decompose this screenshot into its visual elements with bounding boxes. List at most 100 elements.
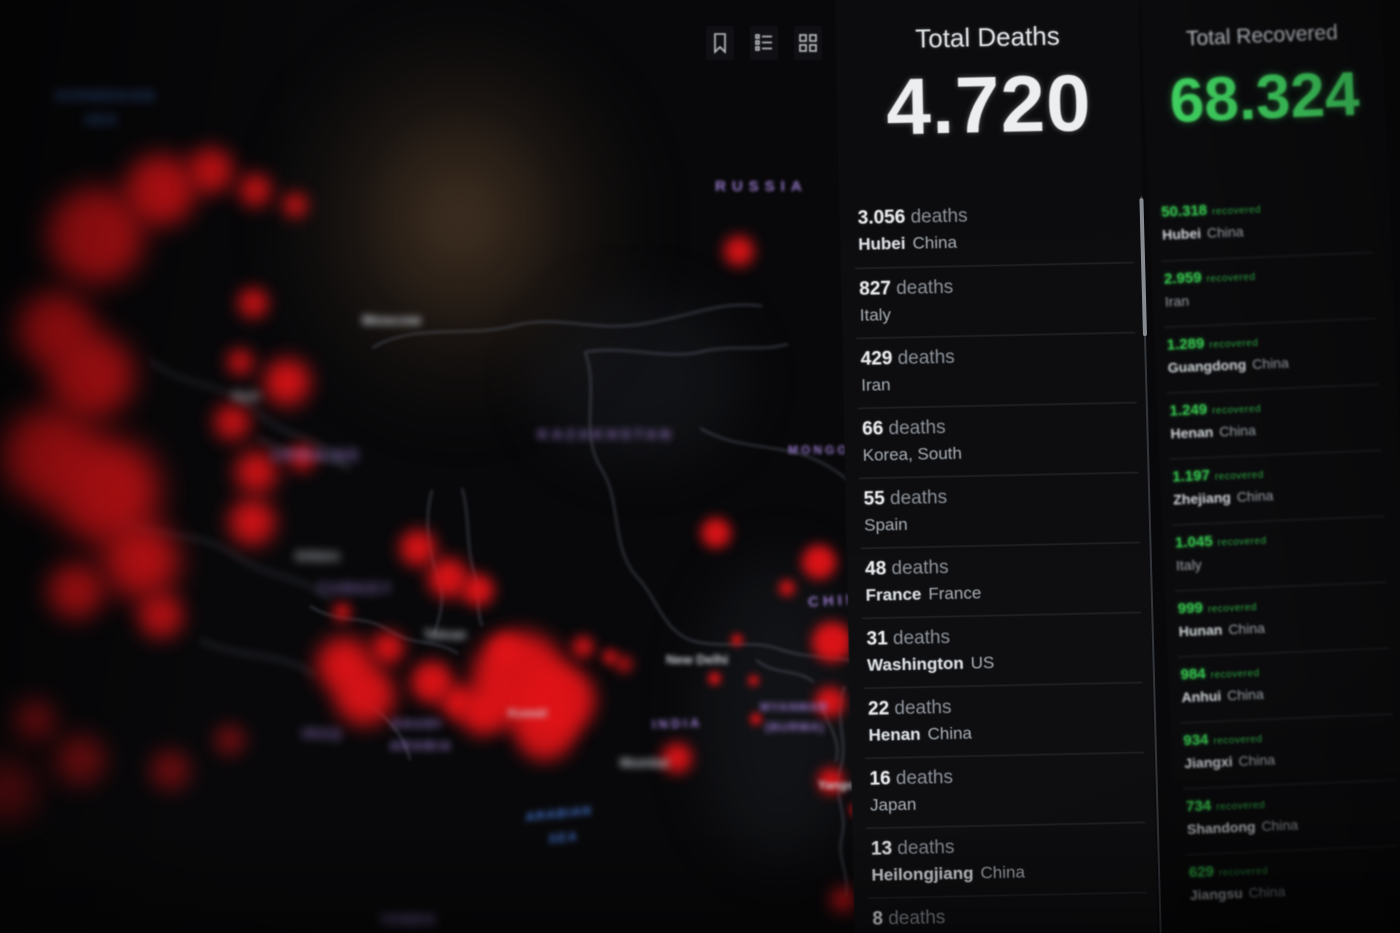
region-name: Jiangsu [1189,884,1244,904]
country-name: China [980,862,1026,883]
recovered-row[interactable]: 629 recovered Jiangsu China [1186,845,1400,921]
death-row[interactable]: 22 deaths Henan China [863,681,1144,758]
region-name: Hubei [858,233,906,254]
map-marker[interactable] [229,499,275,545]
death-unit: deaths [895,766,954,790]
region-name: Jiangxi [1183,753,1233,772]
map-marker[interactable] [572,636,594,658]
recovered-row[interactable]: 1.197 recovered Zhejiang China [1169,449,1385,525]
map-marker[interactable] [215,725,245,755]
death-unit: deaths [895,276,954,300]
map-marker[interactable] [748,675,759,686]
death-row[interactable]: 66 deaths Korea, South [857,402,1139,478]
map-marker[interactable] [150,750,190,790]
country-name: China [1226,685,1265,704]
death-unit: deaths [888,907,946,930]
recovered-count: 734 [1185,797,1212,816]
region-name: Hunan [1178,621,1223,640]
map-label-ankara: Ankara [295,548,340,563]
map-marker[interactable] [750,713,762,725]
death-row[interactable]: 31 deaths Washington US [862,612,1143,688]
map-marker[interactable] [235,451,277,493]
map-marker[interactable] [831,888,855,912]
death-row[interactable]: 827 deaths Italy [854,262,1136,338]
map-label-iraq: IRAQ [302,726,343,741]
recovered-row[interactable]: 50.318 recovered Hubei China [1158,186,1373,261]
death-count: 827 [859,278,892,300]
map-label-myanmar: MYANMAR [760,700,829,714]
map-marker[interactable] [55,735,105,785]
map-label-ukraine: UKRAINE [272,447,362,464]
map-marker[interactable] [400,530,436,566]
map-marker[interactable] [125,155,195,225]
death-row[interactable]: 13 deaths Heilongjiang China [866,821,1147,898]
map-label-tehran: Tehran [424,627,467,642]
map-marker[interactable] [239,174,271,206]
bookmark-icon[interactable] [706,26,734,60]
map-marker[interactable] [701,518,731,548]
death-row[interactable]: 429 deaths Iran [856,332,1137,408]
map-marker[interactable] [372,632,404,664]
death-row[interactable]: 48 deaths France France [860,542,1142,618]
map-marker[interactable] [333,603,351,621]
recovered-count: 50.318 [1160,201,1208,221]
region-name: Hubei [1161,225,1202,243]
map-marker[interactable] [779,580,795,596]
map-marker[interactable] [731,634,743,646]
recovered-count: 934 [1183,731,1209,750]
death-count: 13 [870,838,893,860]
recovered-row[interactable]: 734 recovered Shandong China [1183,779,1398,855]
recovered-unit: recovered [1215,799,1266,813]
map-marker[interactable] [283,193,307,217]
map-label-arabian-sea: SEA [547,828,579,847]
map-label-norwegian: NORWEGIAN [55,88,156,103]
map-marker[interactable] [188,148,233,193]
region-name: Heilongjiang [871,863,974,885]
recovered-unit: recovered [1214,469,1265,483]
recovered-unit: recovered [1207,602,1258,616]
total-deaths-panel: Total Deaths 4.720 3.056 deaths Hubei Chi… [835,0,1158,933]
map-label-russia: RUSSIA [715,178,808,195]
death-row[interactable]: 55 deaths Spain [859,472,1140,548]
map-label-kyiv: Kyiv [233,388,261,403]
recovered-row[interactable]: 934 recovered Jiangxi China [1180,713,1396,789]
map-marker[interactable] [812,622,852,662]
map-marker[interactable] [15,700,55,740]
map-marker[interactable] [227,349,253,375]
region-name: Zhejiang [1172,489,1232,508]
total-deaths-title: Total Deaths [914,20,1061,54]
recovered-row[interactable]: 1.249 recovered Henan China [1166,383,1382,459]
recovered-row[interactable]: 2.959 recovered Iran [1161,251,1376,327]
list-icon[interactable] [750,26,778,60]
death-unit: deaths [888,417,946,440]
map-marker[interactable] [802,545,836,579]
death-count: 8 [872,908,884,930]
total-deaths-value: 4.720 [885,57,1093,152]
map-marker[interactable] [724,236,754,266]
recovered-row[interactable]: 984 recovered Anhui China [1177,647,1393,723]
map-marker[interactable] [48,333,133,418]
death-row[interactable]: 16 deaths Japan [865,751,1146,828]
death-row[interactable]: 3.056 deaths Hubei China [853,192,1133,268]
death-unit: deaths [897,346,955,370]
recovered-row[interactable]: 1.045 recovered Italy [1172,515,1387,591]
map-marker[interactable] [103,523,178,598]
map-marker[interactable] [138,593,183,638]
map-marker[interactable] [264,359,310,405]
map-marker[interactable] [616,656,632,672]
map-marker[interactable] [238,288,268,318]
recovered-row[interactable]: 1.289 recovered Guangdong China [1164,317,1379,393]
map-marker[interactable] [214,404,250,440]
map-marker[interactable] [708,672,721,685]
death-row[interactable]: 8 deaths [867,891,1149,933]
map-marker[interactable] [48,563,103,618]
map-marker[interactable] [462,574,494,606]
map-marker[interactable] [335,665,395,725]
country-name: China [1261,816,1299,835]
recovered-unit: recovered [1206,271,1256,285]
country-name: China [1248,883,1286,901]
recovered-row[interactable]: 999 recovered Hunan China [1175,581,1390,657]
recovered-count: 999 [1177,599,1204,618]
region-name: Shandong [1186,818,1256,838]
grid-icon[interactable] [794,26,822,60]
